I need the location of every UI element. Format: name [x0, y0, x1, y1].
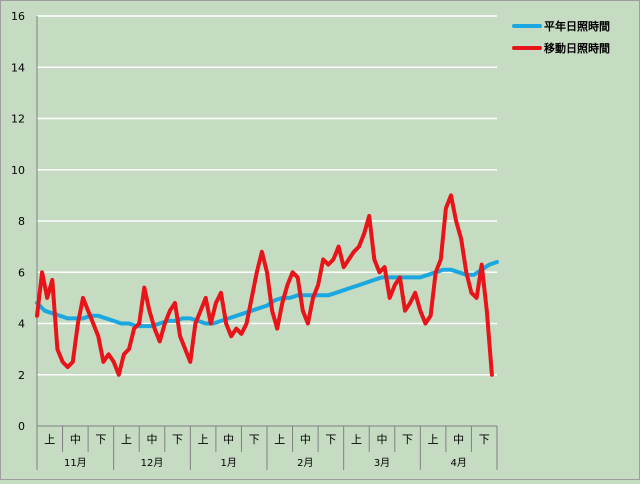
x-month-label: 4月 [450, 457, 466, 469]
x-sub-label: 下 [479, 433, 490, 446]
x-sub-label: 上 [351, 433, 362, 446]
y-tick-label: 16 [11, 10, 25, 23]
x-sub-label: 下 [325, 433, 336, 446]
x-month-label: 3月 [374, 457, 390, 469]
x-sub-label: 下 [95, 433, 106, 446]
y-tick-label: 10 [11, 164, 25, 177]
x-sub-label: 上 [274, 433, 285, 446]
x-sub-label: 上 [198, 433, 209, 446]
legend-label: 移動日照時間 [544, 41, 610, 55]
x-sub-label: 下 [402, 433, 413, 446]
y-tick-label: 2 [18, 369, 25, 382]
series-lines [35, 193, 499, 377]
x-sub-label: 上 [121, 433, 132, 446]
legend-label: 平年日照時間 [544, 19, 610, 33]
axes: 0 2 4 6 8 10 12 14 16 上 中 下 上 中 下 上 中 下 上 中 下 上 中 下 上 中 下 11月 12月 1月 2… [11, 10, 498, 470]
y-tick-label: 12 [11, 113, 25, 126]
x-sub-label: 中 [300, 433, 311, 446]
x-sub-label: 中 [377, 433, 388, 446]
y-tick-label: 0 [18, 420, 25, 433]
x-month-label: 1月 [220, 457, 236, 469]
x-sub-label: 中 [223, 433, 234, 446]
x-sub-label: 中 [453, 433, 464, 446]
y-tick-label: 4 [18, 318, 25, 331]
series-moving-sunshine [35, 193, 494, 377]
series-normal-sunshine [35, 260, 499, 329]
x-sub-label: 上 [44, 433, 55, 446]
x-month-label: 11月 [64, 457, 87, 469]
y-tick-label: 14 [11, 61, 25, 74]
y-tick-label: 6 [18, 266, 25, 279]
y-tick-label: 8 [18, 215, 25, 228]
x-sub-label: 上 [428, 433, 439, 446]
x-sub-label: 中 [70, 433, 81, 446]
x-month-label: 2月 [297, 457, 313, 469]
x-sub-label: 下 [249, 433, 260, 446]
x-sub-label: 下 [172, 433, 183, 446]
x-month-label: 12月 [141, 457, 164, 469]
x-sub-label: 中 [147, 433, 158, 446]
